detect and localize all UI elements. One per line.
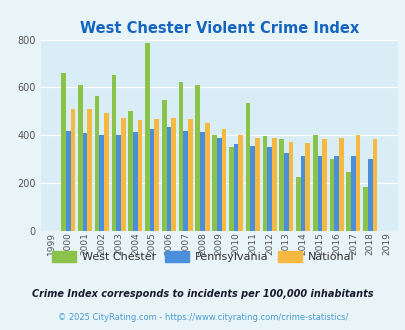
Bar [78,85,83,231]
Bar [137,120,142,231]
Bar [333,156,338,231]
Bar [262,136,266,231]
Bar [145,43,149,231]
Bar [221,129,226,231]
Bar [266,147,271,231]
Bar [154,119,159,231]
Bar [317,156,322,231]
Text: Crime Index corresponds to incidents per 100,000 inhabitants: Crime Index corresponds to incidents per… [32,289,373,299]
Bar [111,76,116,231]
Bar [61,73,66,231]
Bar [228,147,233,231]
Bar [149,129,154,231]
Bar [300,156,305,231]
Bar [283,153,288,231]
Bar [250,146,254,231]
Legend: West Chester, Pennsylvania, National: West Chester, Pennsylvania, National [47,247,358,267]
Bar [204,123,209,231]
Bar [128,112,133,231]
Bar [245,104,250,231]
Bar [212,135,216,231]
Bar [271,138,276,231]
Bar [216,138,221,231]
Text: © 2025 CityRating.com - https://www.cityrating.com/crime-statistics/: © 2025 CityRating.com - https://www.city… [58,313,347,322]
Bar [355,135,360,231]
Bar [367,158,372,231]
Bar [338,138,343,231]
Bar [183,131,188,231]
Bar [195,84,200,231]
Bar [162,100,166,231]
Bar [99,135,104,231]
Bar [104,113,109,231]
Bar [66,131,70,231]
Bar [166,127,171,231]
Bar [70,110,75,231]
Bar [87,110,92,231]
Bar [372,139,376,231]
Bar [362,187,367,231]
Bar [322,139,326,231]
Bar [288,143,293,231]
Bar [238,135,243,231]
Bar [116,135,121,231]
Bar [233,145,238,231]
Bar [312,135,317,231]
Bar [279,139,283,231]
Bar [350,156,355,231]
Bar [133,132,137,231]
Bar [305,144,309,231]
Bar [83,133,87,231]
Bar [254,138,259,231]
Bar [188,119,192,231]
Bar [178,82,183,231]
Bar [94,96,99,231]
Bar [121,118,125,231]
Bar [295,177,300,231]
Title: West Chester Violent Crime Index: West Chester Violent Crime Index [79,21,358,36]
Bar [345,172,350,231]
Bar [171,117,175,231]
Bar [329,159,333,231]
Bar [200,132,204,231]
